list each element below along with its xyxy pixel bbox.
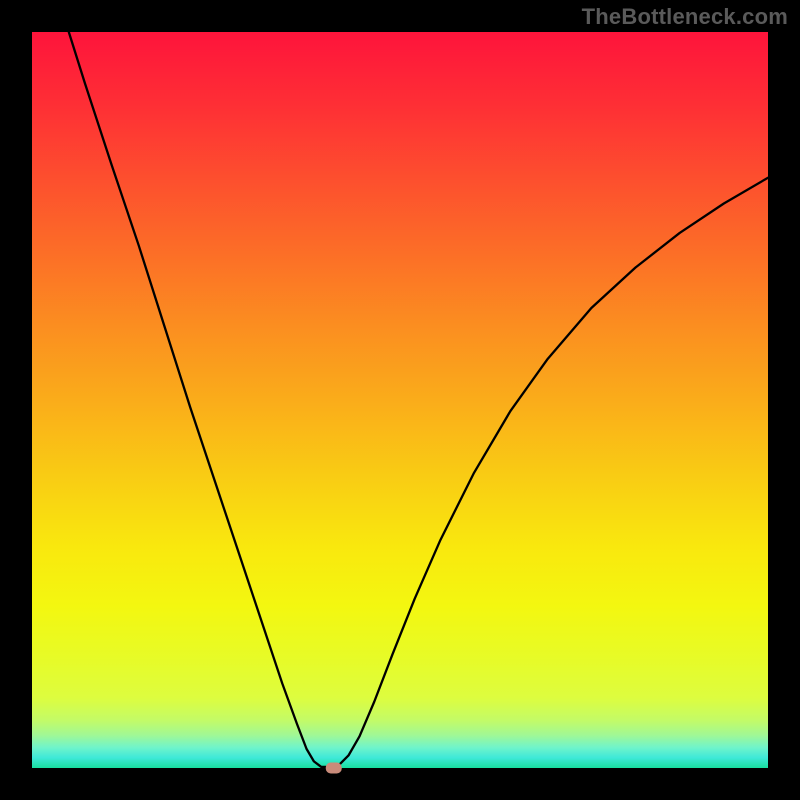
- bottleneck-chart: [0, 0, 800, 800]
- chart-container: { "watermark": { "text": "TheBottleneck.…: [0, 0, 800, 800]
- watermark-text: TheBottleneck.com: [582, 4, 788, 30]
- plot-background: [32, 32, 768, 768]
- optimum-marker: [326, 763, 342, 774]
